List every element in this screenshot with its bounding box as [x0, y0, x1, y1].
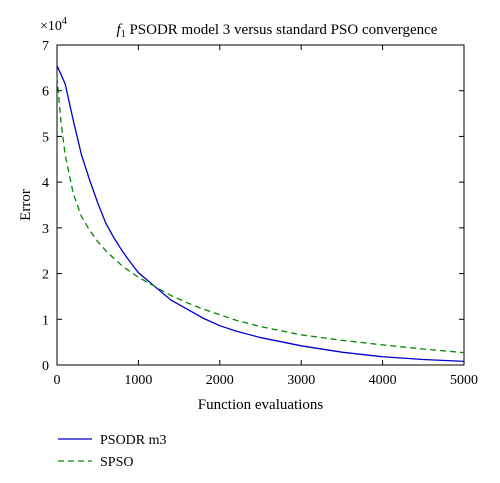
series-line-psodr-m3 — [56, 65, 465, 362]
y-axis-title: Error — [18, 189, 34, 221]
y-tick-label: 4 — [42, 176, 49, 191]
y-tick-label: 5 — [42, 130, 49, 145]
x-tick-label: 0 — [54, 373, 61, 388]
y-multiplier-exponent: 4 — [62, 16, 67, 27]
y-tick-label: 0 — [42, 359, 49, 374]
series-layer — [56, 65, 465, 362]
y-tick-label: 6 — [42, 85, 49, 100]
legend: PSODR m3 SPSO — [58, 433, 167, 470]
ticks: 0 1000 2000 3000 4000 5000 0 1 2 3 4 5 6 7 — [42, 39, 478, 388]
y-multiplier: ×104 — [40, 16, 67, 34]
chart-title: f1 PSODR model 3 versus standard PSO con… — [117, 22, 438, 40]
y-tick-label: 7 — [42, 39, 49, 54]
x-axis-title: Function evaluations — [198, 397, 324, 413]
x-tick-label: 3000 — [287, 373, 315, 388]
y-tick-label: 2 — [42, 268, 49, 283]
x-tick-label: 4000 — [369, 373, 397, 388]
y-tick-label: 3 — [42, 222, 49, 237]
chart-title-italic: f — [117, 22, 123, 38]
series-line-spso — [56, 76, 465, 354]
x-tick-label: 1000 — [124, 373, 152, 388]
plot-area — [56, 44, 465, 366]
legend-label: SPSO — [100, 455, 133, 470]
chart-title-subscript: 1 — [121, 29, 126, 40]
chart-title-text: PSODR model 3 versus standard PSO conver… — [126, 22, 438, 38]
legend-label: PSODR m3 — [100, 433, 167, 448]
y-multiplier-base: ×10 — [40, 19, 62, 34]
x-tick-label: 5000 — [450, 373, 478, 388]
x-tick-label: 2000 — [206, 373, 234, 388]
y-tick-label: 1 — [42, 313, 49, 328]
